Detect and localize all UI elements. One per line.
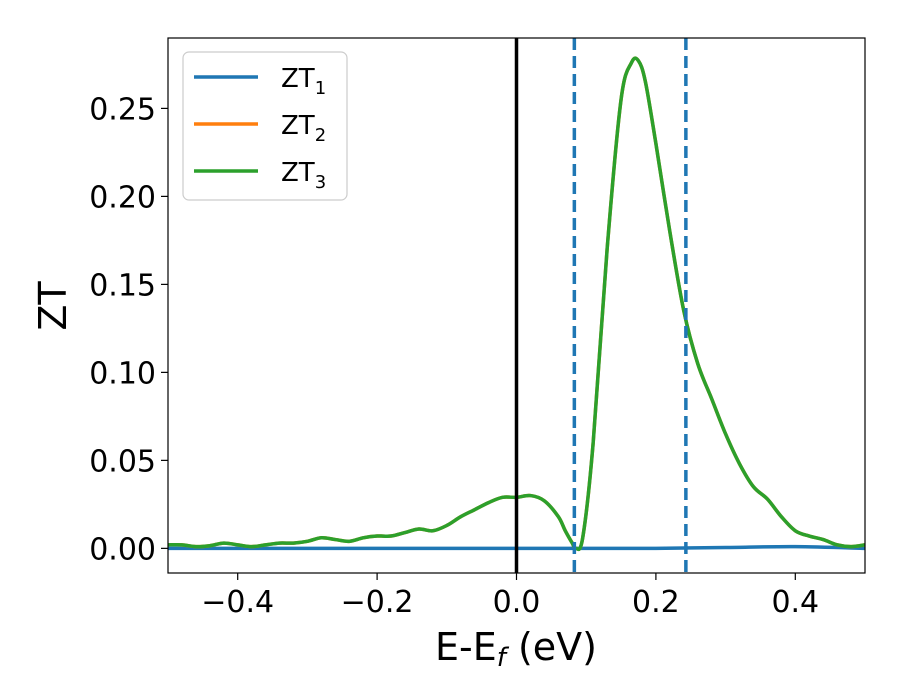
legend-label-zt2: ZT2 xyxy=(281,111,326,146)
x-axis-title: E-Ef (eV) xyxy=(435,625,597,673)
legend-label-zt1: ZT1 xyxy=(281,64,326,99)
x-tick-label: 0.0 xyxy=(493,585,541,620)
x-axis: −0.4 −0.2 0.0 0.2 0.4 xyxy=(201,573,819,620)
x-tick-label: 0.4 xyxy=(771,585,819,620)
y-axis-title: ZT xyxy=(31,281,75,331)
x-tick-label: −0.4 xyxy=(201,585,274,620)
y-tick-label: 0.15 xyxy=(89,268,156,303)
y-tick-label: 0.10 xyxy=(89,356,156,391)
x-tick-label: 0.2 xyxy=(632,585,680,620)
series-layer xyxy=(168,56,865,552)
x-axis-title-unit: (eV) xyxy=(506,625,597,669)
y-tick-label: 0.00 xyxy=(89,532,156,567)
y-tick-label: 0.25 xyxy=(89,92,156,127)
y-tick-label: 0.20 xyxy=(89,180,156,215)
reference-lines xyxy=(514,38,688,573)
x-axis-title-main: E-E xyxy=(435,625,497,669)
legend-box xyxy=(182,51,348,201)
legend: ZT1 ZT2 ZT3 xyxy=(182,51,348,201)
x-tick-label: −0.2 xyxy=(341,585,414,620)
y-axis: 0.00 0.05 0.10 0.15 0.20 0.25 xyxy=(89,92,168,567)
y-tick-label: 0.05 xyxy=(89,444,156,479)
legend-label-zt3: ZT3 xyxy=(281,158,326,193)
series-line-zt3 xyxy=(168,56,865,552)
series-line-zt1 xyxy=(168,544,865,551)
